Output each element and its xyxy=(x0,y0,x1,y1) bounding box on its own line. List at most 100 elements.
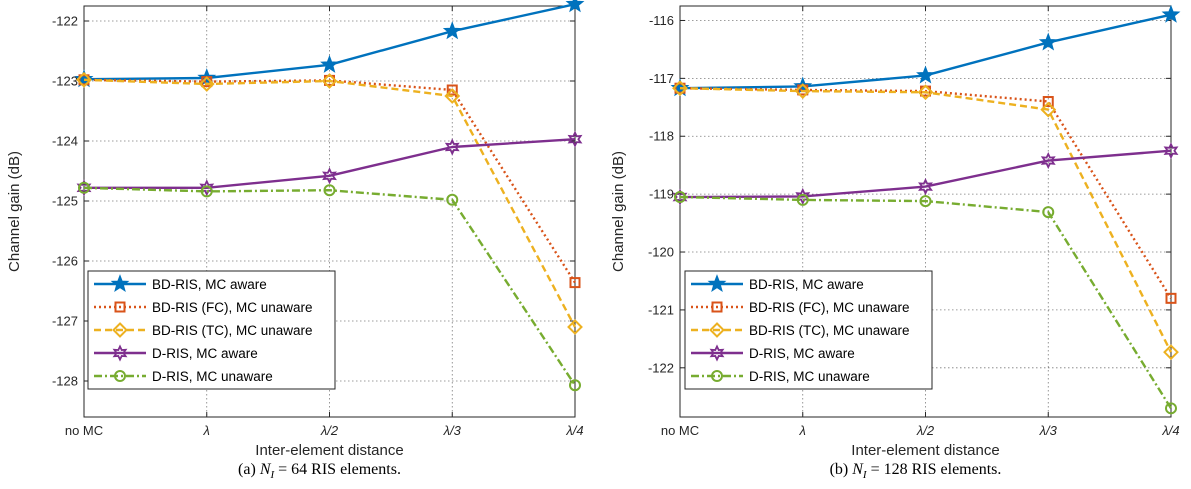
data-point xyxy=(674,191,686,204)
data-point xyxy=(1040,151,1056,170)
y-tick-label: -119 xyxy=(649,187,674,202)
legend-label: D-RIS, MC unaware xyxy=(749,369,870,384)
data-point xyxy=(1165,292,1177,304)
x-tick-label: λ xyxy=(799,423,806,438)
y-tick-label: -123 xyxy=(52,74,78,89)
data-point xyxy=(320,54,339,73)
data-point xyxy=(919,195,932,208)
data-point xyxy=(916,65,935,84)
y-tick-label: -118 xyxy=(649,129,674,144)
y-tick-label: -128 xyxy=(52,374,78,389)
data-point xyxy=(795,187,811,206)
caption: (a) NI = 64 RIS elements. xyxy=(238,461,401,481)
legend-label: D-RIS, MC aware xyxy=(749,346,855,361)
data-point xyxy=(446,193,459,206)
y-axis-label: Channel gain (dB) xyxy=(610,151,627,272)
series-3 xyxy=(672,142,1179,206)
series-line xyxy=(679,149,1172,199)
legend-label: BD-RIS (TC), MC unaware xyxy=(749,323,910,338)
data-point xyxy=(198,76,215,92)
x-tick-label: λ/3 xyxy=(1039,423,1058,438)
data-point xyxy=(74,69,94,88)
x-tick-label: λ/2 xyxy=(320,423,339,438)
series-4 xyxy=(78,181,581,392)
legend-marker xyxy=(707,274,727,293)
legend-marker xyxy=(709,322,725,338)
data-point xyxy=(76,179,92,197)
legend-marker xyxy=(112,344,128,362)
x-axis-label: Inter-element distance xyxy=(255,442,403,459)
x-axis-label: Inter-element distance xyxy=(851,442,999,459)
x-tick-label: no MC xyxy=(65,423,103,438)
legend-label: BD-RIS, MC aware xyxy=(749,277,864,292)
data-point xyxy=(1042,206,1055,219)
series-line xyxy=(83,186,577,386)
data-point xyxy=(199,179,215,197)
data-point xyxy=(672,80,688,97)
legend-marker xyxy=(114,301,126,313)
data-point xyxy=(565,0,585,13)
legend-label: BD-RIS (FC), MC unaware xyxy=(749,300,910,315)
y-tick-label: -117 xyxy=(649,71,674,86)
legend-marker xyxy=(114,370,126,382)
x-tick-label: λ xyxy=(203,423,210,438)
series-line xyxy=(679,87,1173,353)
series-line xyxy=(84,138,576,190)
panel-b: -122 -121 -120 -119 -118 -117 -116 no MC λ λ/2 λ/3… xyxy=(610,4,1181,481)
data-point xyxy=(1165,402,1177,415)
panel-a: -128 -127 -126 -125 -124 -123 -122 no MC λ λ/2 λ/3… xyxy=(6,0,585,481)
data-point xyxy=(1161,4,1181,23)
caption: (b) NI = 128 RIS elements. xyxy=(830,461,1002,481)
y-tick-label: -116 xyxy=(649,13,674,28)
data-point xyxy=(444,138,460,156)
x-tick-label: λ/4 xyxy=(1161,423,1179,438)
legend-marker xyxy=(110,274,130,293)
legend: BD-RIS, MC aware BD-RIS (FC), MC unaware B… xyxy=(684,270,933,390)
legend-label: BD-RIS, MC aware xyxy=(152,277,267,292)
data-point xyxy=(672,188,688,206)
y-tick-label: -127 xyxy=(52,314,78,329)
data-point xyxy=(567,319,583,335)
legend-marker xyxy=(711,370,723,382)
data-point xyxy=(794,83,811,100)
y-tick-label: -126 xyxy=(52,254,78,269)
legend-label: D-RIS, MC unaware xyxy=(152,369,273,384)
series-line xyxy=(679,195,1173,409)
data-point xyxy=(200,185,213,198)
legend-label: BD-RIS (FC), MC unaware xyxy=(152,300,313,315)
x-tick-label: no MC xyxy=(661,423,699,438)
y-tick-label: -124 xyxy=(52,134,78,149)
data-point xyxy=(796,193,809,206)
x-tick-label: λ/2 xyxy=(916,423,935,438)
series-3 xyxy=(76,130,583,197)
data-point xyxy=(322,167,337,185)
legend-label: D-RIS, MC aware xyxy=(152,346,258,361)
data-point xyxy=(917,84,934,101)
data-point xyxy=(442,21,462,40)
x-tick-label: λ/4 xyxy=(565,423,583,438)
data-point xyxy=(1038,32,1058,51)
x-tick-label: λ/3 xyxy=(443,423,462,438)
data-point xyxy=(569,277,581,289)
y-tick-label: -125 xyxy=(52,194,78,209)
legend-label: BD-RIS (TC), MC unaware xyxy=(152,323,313,338)
series-line xyxy=(83,78,577,328)
legend-marker xyxy=(711,301,723,313)
data-point xyxy=(76,71,92,88)
y-tick-label: -121 xyxy=(648,302,674,317)
data-point xyxy=(567,130,583,148)
data-point xyxy=(1040,101,1057,118)
y-tick-label: -122 xyxy=(648,360,674,375)
legend-marker xyxy=(112,322,128,338)
data-point xyxy=(78,181,90,194)
series-2 xyxy=(672,80,1179,361)
legend: BD-RIS, MC aware BD-RIS (FC), MC unaware B… xyxy=(87,270,336,390)
data-point xyxy=(323,184,336,197)
data-point xyxy=(569,379,581,392)
data-point xyxy=(444,88,461,104)
data-point xyxy=(1042,96,1054,108)
y-axis-label: Channel gain (dB) xyxy=(6,151,23,272)
data-point xyxy=(1163,344,1179,361)
series-4 xyxy=(674,191,1177,415)
